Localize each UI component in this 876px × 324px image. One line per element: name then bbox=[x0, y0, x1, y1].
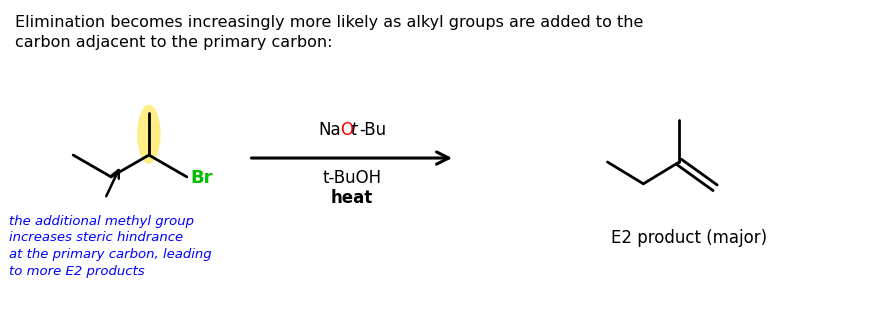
Text: at the primary carbon, leading: at the primary carbon, leading bbox=[10, 248, 212, 261]
Text: the additional methyl group: the additional methyl group bbox=[10, 214, 194, 227]
Text: Na: Na bbox=[318, 121, 341, 139]
Text: Br: Br bbox=[191, 169, 213, 187]
Ellipse shape bbox=[138, 106, 160, 163]
Text: to more E2 products: to more E2 products bbox=[10, 265, 145, 278]
Text: t: t bbox=[350, 121, 357, 139]
Text: -Bu: -Bu bbox=[359, 121, 385, 139]
Text: increases steric hindrance: increases steric hindrance bbox=[10, 231, 183, 244]
Text: t-BuOH: t-BuOH bbox=[322, 169, 381, 187]
Text: O: O bbox=[340, 121, 353, 139]
Text: E2 product (major): E2 product (major) bbox=[611, 229, 767, 248]
Text: heat: heat bbox=[330, 189, 373, 207]
Text: Elimination becomes increasingly more likely as alkyl groups are added to the: Elimination becomes increasingly more li… bbox=[16, 15, 644, 30]
Text: carbon adjacent to the primary carbon:: carbon adjacent to the primary carbon: bbox=[16, 35, 333, 50]
